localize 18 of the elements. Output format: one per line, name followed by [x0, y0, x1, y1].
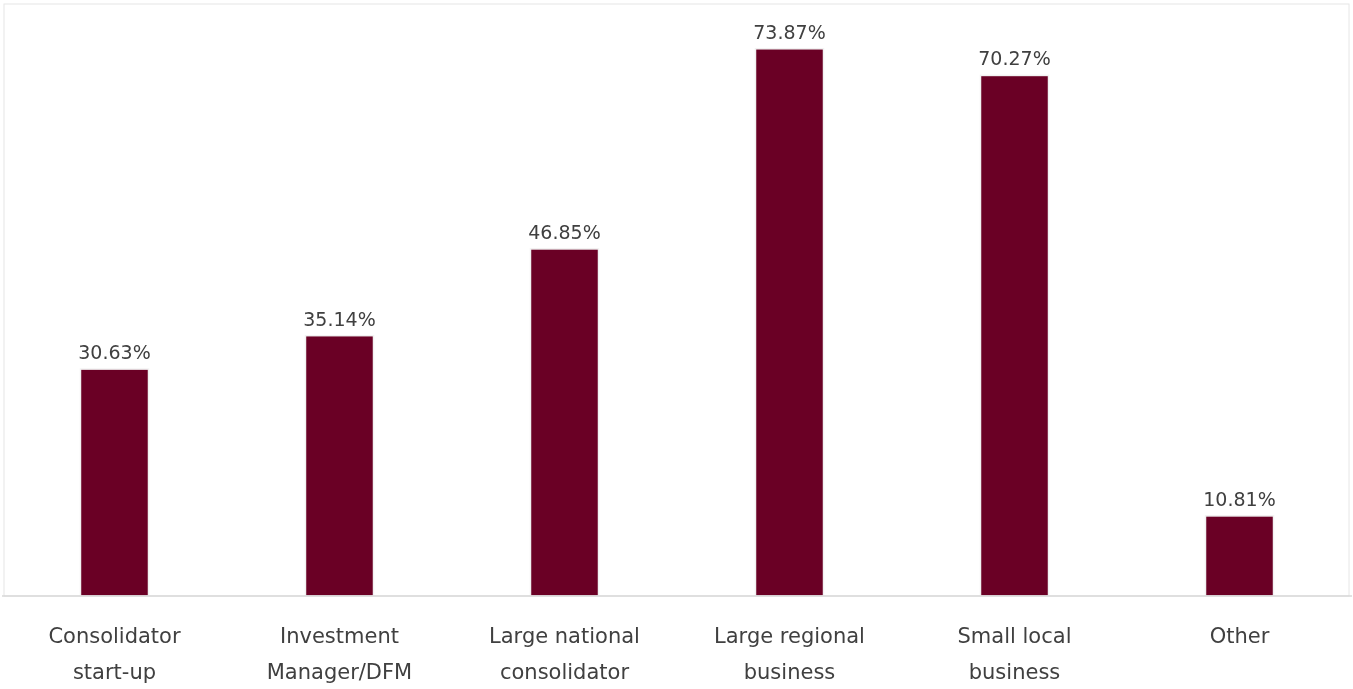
bar: [979, 74, 1050, 597]
x-tick-label: Other: [1209, 624, 1270, 648]
x-tick-label: Consolidator start-up: [48, 624, 181, 684]
data-label: 73.87%: [753, 20, 826, 43]
data-label: 46.85%: [528, 220, 601, 243]
data-label: 35.14%: [303, 307, 376, 330]
data-label: 30.63%: [78, 341, 151, 364]
x-tick-label: Large national consolidator: [489, 624, 640, 684]
bar: [1204, 515, 1275, 597]
x-tick-label: Investment Manager/DFM: [266, 624, 413, 684]
bar: [754, 48, 825, 597]
data-label: 10.81%: [1203, 487, 1276, 510]
bar: [304, 334, 375, 597]
bar: [79, 368, 150, 597]
data-label: 70.27%: [978, 47, 1051, 70]
bar: [529, 248, 600, 597]
x-tick-label: Large regional business: [714, 624, 865, 684]
x-tick-label: Small local business: [957, 624, 1072, 684]
